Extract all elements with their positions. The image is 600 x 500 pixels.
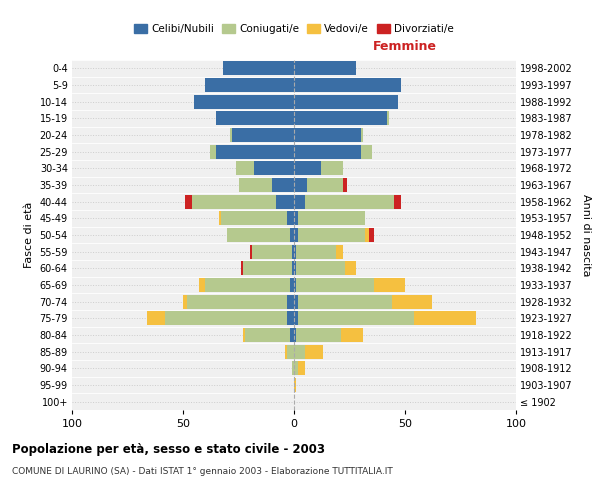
Bar — [250, 244, 252, 259]
Bar — [294, 112, 387, 126]
Bar — [305, 344, 323, 359]
Bar — [294, 261, 296, 276]
Bar — [298, 211, 365, 226]
Bar — [187, 294, 287, 308]
Bar — [298, 311, 414, 326]
Bar — [414, 311, 476, 326]
Bar — [294, 94, 398, 109]
Bar — [241, 261, 243, 276]
Bar — [209, 144, 217, 159]
Bar — [361, 128, 363, 142]
Bar — [230, 128, 232, 142]
Bar — [287, 311, 294, 326]
Bar — [294, 228, 298, 242]
Bar — [290, 278, 294, 292]
Bar — [294, 194, 305, 209]
Bar — [217, 144, 294, 159]
Bar — [294, 162, 320, 175]
Bar — [370, 228, 374, 242]
Bar — [252, 244, 292, 259]
Bar — [365, 228, 370, 242]
Bar — [294, 128, 361, 142]
Bar — [239, 178, 272, 192]
Bar — [296, 328, 341, 342]
Bar — [298, 228, 365, 242]
Bar — [294, 311, 298, 326]
Bar — [285, 344, 287, 359]
Bar — [394, 194, 401, 209]
Bar — [392, 294, 431, 308]
Bar — [341, 328, 363, 342]
Bar — [292, 244, 294, 259]
Bar — [294, 144, 361, 159]
Bar — [148, 311, 165, 326]
Text: Femmine: Femmine — [373, 40, 437, 53]
Bar — [254, 162, 294, 175]
Bar — [294, 378, 296, 392]
Bar — [387, 112, 389, 126]
Bar — [276, 194, 294, 209]
Bar — [183, 294, 187, 308]
Bar — [294, 244, 296, 259]
Bar — [296, 278, 374, 292]
Bar — [194, 94, 294, 109]
Bar — [290, 328, 294, 342]
Bar — [217, 112, 294, 126]
Bar — [336, 244, 343, 259]
Bar — [192, 194, 276, 209]
Bar — [294, 78, 401, 92]
Bar — [287, 344, 294, 359]
Bar — [298, 294, 392, 308]
Y-axis label: Fasce di età: Fasce di età — [24, 202, 34, 268]
Legend: Celibi/Nubili, Coniugati/e, Vedovi/e, Divorziati/e: Celibi/Nubili, Coniugati/e, Vedovi/e, Di… — [130, 20, 458, 38]
Bar — [165, 311, 287, 326]
Bar — [345, 261, 356, 276]
Bar — [223, 62, 294, 76]
Bar — [221, 211, 287, 226]
Bar — [292, 261, 294, 276]
Bar — [292, 361, 294, 376]
Bar — [243, 261, 292, 276]
Bar — [287, 211, 294, 226]
Bar — [236, 162, 254, 175]
Bar — [307, 178, 343, 192]
Bar — [343, 178, 347, 192]
Bar — [296, 261, 345, 276]
Bar — [218, 211, 221, 226]
Y-axis label: Anni di nascita: Anni di nascita — [581, 194, 592, 276]
Bar — [294, 178, 307, 192]
Bar — [361, 144, 372, 159]
Bar — [199, 278, 205, 292]
Text: COMUNE DI LAURINO (SA) - Dati ISTAT 1° gennaio 2003 - Elaborazione TUTTITALIA.IT: COMUNE DI LAURINO (SA) - Dati ISTAT 1° g… — [12, 468, 393, 476]
Bar — [205, 278, 290, 292]
Bar — [245, 328, 290, 342]
Bar — [243, 328, 245, 342]
Bar — [298, 361, 305, 376]
Bar — [294, 344, 305, 359]
Bar — [294, 211, 298, 226]
Bar — [305, 194, 394, 209]
Bar — [296, 244, 336, 259]
Bar — [294, 62, 356, 76]
Bar — [290, 228, 294, 242]
Bar — [294, 278, 296, 292]
Bar — [294, 328, 296, 342]
Bar — [287, 294, 294, 308]
Text: Popolazione per età, sesso e stato civile - 2003: Popolazione per età, sesso e stato civil… — [12, 442, 325, 456]
Bar — [205, 78, 294, 92]
Bar — [227, 228, 290, 242]
Bar — [185, 194, 192, 209]
Bar — [232, 128, 294, 142]
Bar — [294, 294, 298, 308]
Bar — [272, 178, 294, 192]
Bar — [374, 278, 405, 292]
Bar — [294, 361, 298, 376]
Bar — [320, 162, 343, 175]
